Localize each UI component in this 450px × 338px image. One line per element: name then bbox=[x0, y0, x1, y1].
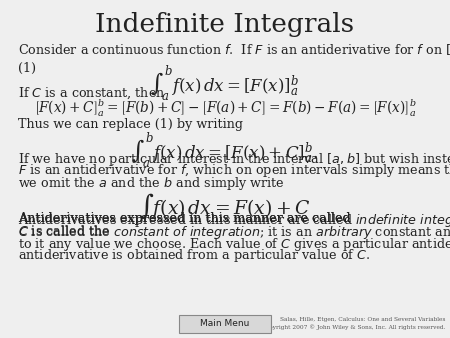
Text: Antiderivatives expressed in this manner are called $\it{indefinite\ integrals}$: Antiderivatives expressed in this manner… bbox=[18, 212, 450, 229]
FancyBboxPatch shape bbox=[179, 315, 271, 333]
Text: If we have no particular interest in the interval $[a, b]$ but wish instead to e: If we have no particular interest in the… bbox=[18, 151, 450, 168]
Text: $C$ is called the: $C$ is called the bbox=[18, 224, 111, 238]
Text: Thus we can replace (1) by writing: Thus we can replace (1) by writing bbox=[18, 118, 243, 130]
Text: Main Menu: Main Menu bbox=[200, 319, 250, 328]
Text: Antiderivatives expressed in this manner are called: Antiderivatives expressed in this manner… bbox=[18, 212, 351, 225]
Text: Antiderivatives expressed in this manner are called: Antiderivatives expressed in this manner… bbox=[18, 212, 355, 225]
Text: $C$ is called the $\it{constant\ of\ integration}$; it is an $\it{arbitrary}$ co: $C$ is called the $\it{constant\ of\ int… bbox=[18, 224, 450, 241]
Text: Salas, Hille, Etgen, Calculus: One and Several Variables
Copyright 2007 © John W: Salas, Hille, Etgen, Calculus: One and S… bbox=[261, 317, 446, 330]
Text: $F$ is an antiderivative for $f$, which on open intervals simply means that $F\,: $F$ is an antiderivative for $f$, which … bbox=[18, 163, 450, 180]
Text: antiderivative is obtained from a particular value of $C$.: antiderivative is obtained from a partic… bbox=[18, 247, 370, 264]
Text: $\int f(x)\,dx = F(x)+C$: $\int f(x)\,dx = F(x)+C$ bbox=[140, 191, 310, 221]
Text: $\int_a^b f(x)\,dx = \left[F(x)+C\right]_a^b.$: $\int_a^b f(x)\,dx = \left[F(x)+C\right]… bbox=[131, 131, 319, 170]
Text: $\int_a^b f(x)\,dx = \left[F(x)\right]_a^b$: $\int_a^b f(x)\,dx = \left[F(x)\right]_a… bbox=[150, 64, 300, 103]
Text: (1): (1) bbox=[18, 62, 36, 74]
Text: If $C$ is a constant, then: If $C$ is a constant, then bbox=[18, 85, 166, 101]
Text: we omit the $a$ and the $b$ and simply write: we omit the $a$ and the $b$ and simply w… bbox=[18, 175, 285, 192]
Text: Indefinite Integrals: Indefinite Integrals bbox=[95, 12, 355, 37]
Text: Consider a continuous function $f$.  If $F$ is an antiderivative for $f$ on $[a,: Consider a continuous function $f$. If $… bbox=[18, 42, 450, 58]
Text: $\left[F(x)+C\right]_a^b = \left[F(b)+C\right]-\left[F(a)+C\right]=F(b)-F(a)=\le: $\left[F(x)+C\right]_a^b = \left[F(b)+C\… bbox=[34, 98, 416, 119]
Text: to it any value we choose. Each value of $C$ gives a particular antiderivative, : to it any value we choose. Each value of… bbox=[18, 236, 450, 252]
